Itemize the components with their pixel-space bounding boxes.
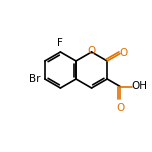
Text: O: O [116,103,124,113]
Text: O: O [87,47,96,57]
Text: F: F [57,38,63,48]
Text: Br: Br [29,74,41,84]
Text: O: O [120,48,128,58]
Text: OH: OH [131,81,147,91]
